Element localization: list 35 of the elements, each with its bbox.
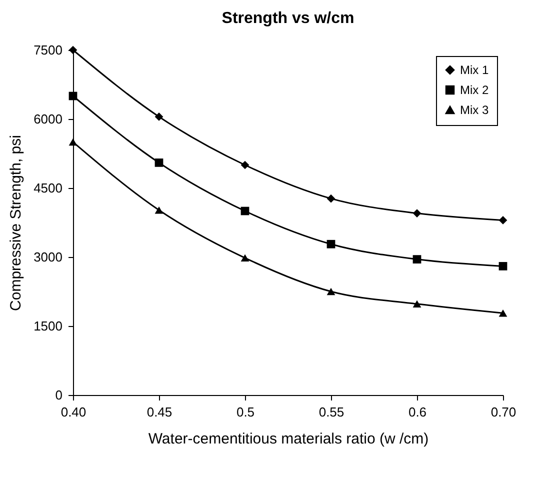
point xyxy=(240,254,250,262)
point xyxy=(240,160,250,170)
legend-label: Mix 1 xyxy=(460,63,489,77)
y-tick-label: 3000 xyxy=(34,250,62,264)
point xyxy=(498,309,508,317)
point xyxy=(68,138,78,146)
point xyxy=(326,240,336,248)
x-axis-title: Water-cementitious materials ratio (w /cm) xyxy=(148,430,429,448)
x-tick-label: 0.70 xyxy=(490,404,516,420)
x-tick-label: 0.40 xyxy=(60,404,86,420)
point xyxy=(498,262,508,270)
x-tick-label: 0.5 xyxy=(236,404,255,420)
y-axis-title: Compressive Strength, psi xyxy=(8,135,25,311)
y-tick-label: 6000 xyxy=(34,112,62,126)
chart-title: Strength vs w/cm xyxy=(222,10,354,27)
point xyxy=(412,255,422,264)
x-tick-label: 0.55 xyxy=(318,404,344,420)
point xyxy=(498,216,508,224)
point xyxy=(412,300,422,308)
y-tick-label: 7500 xyxy=(34,42,62,58)
point xyxy=(154,158,164,167)
point xyxy=(326,288,336,296)
legend-label: Mix 2 xyxy=(460,83,489,97)
y-tick-label: 4500 xyxy=(34,180,62,196)
point xyxy=(326,194,336,203)
point xyxy=(68,92,78,100)
legend-label: Mix 3 xyxy=(460,103,489,117)
point xyxy=(154,112,164,121)
point xyxy=(240,206,250,216)
x-tick-label: 0.6 xyxy=(408,404,427,420)
x-tick-label: 0.45 xyxy=(146,404,172,420)
y-tick-label: 0 xyxy=(55,388,62,402)
point xyxy=(154,206,164,214)
y-tick-label: 1500 xyxy=(34,318,62,334)
point xyxy=(412,209,422,218)
